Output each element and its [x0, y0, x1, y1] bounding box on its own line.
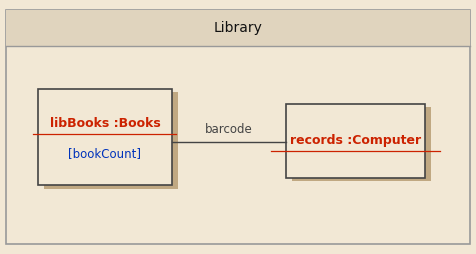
Bar — [292, 107, 430, 181]
Text: [bookCount]: [bookCount] — [68, 147, 141, 160]
Text: records :Computer: records :Computer — [289, 134, 420, 148]
Bar — [286, 104, 424, 178]
Text: libBooks :Books: libBooks :Books — [50, 117, 160, 130]
Bar — [38, 89, 171, 185]
Bar — [6, 10, 469, 46]
Bar — [44, 92, 178, 189]
Text: barcode: barcode — [205, 123, 252, 136]
Text: Library: Library — [214, 21, 262, 35]
